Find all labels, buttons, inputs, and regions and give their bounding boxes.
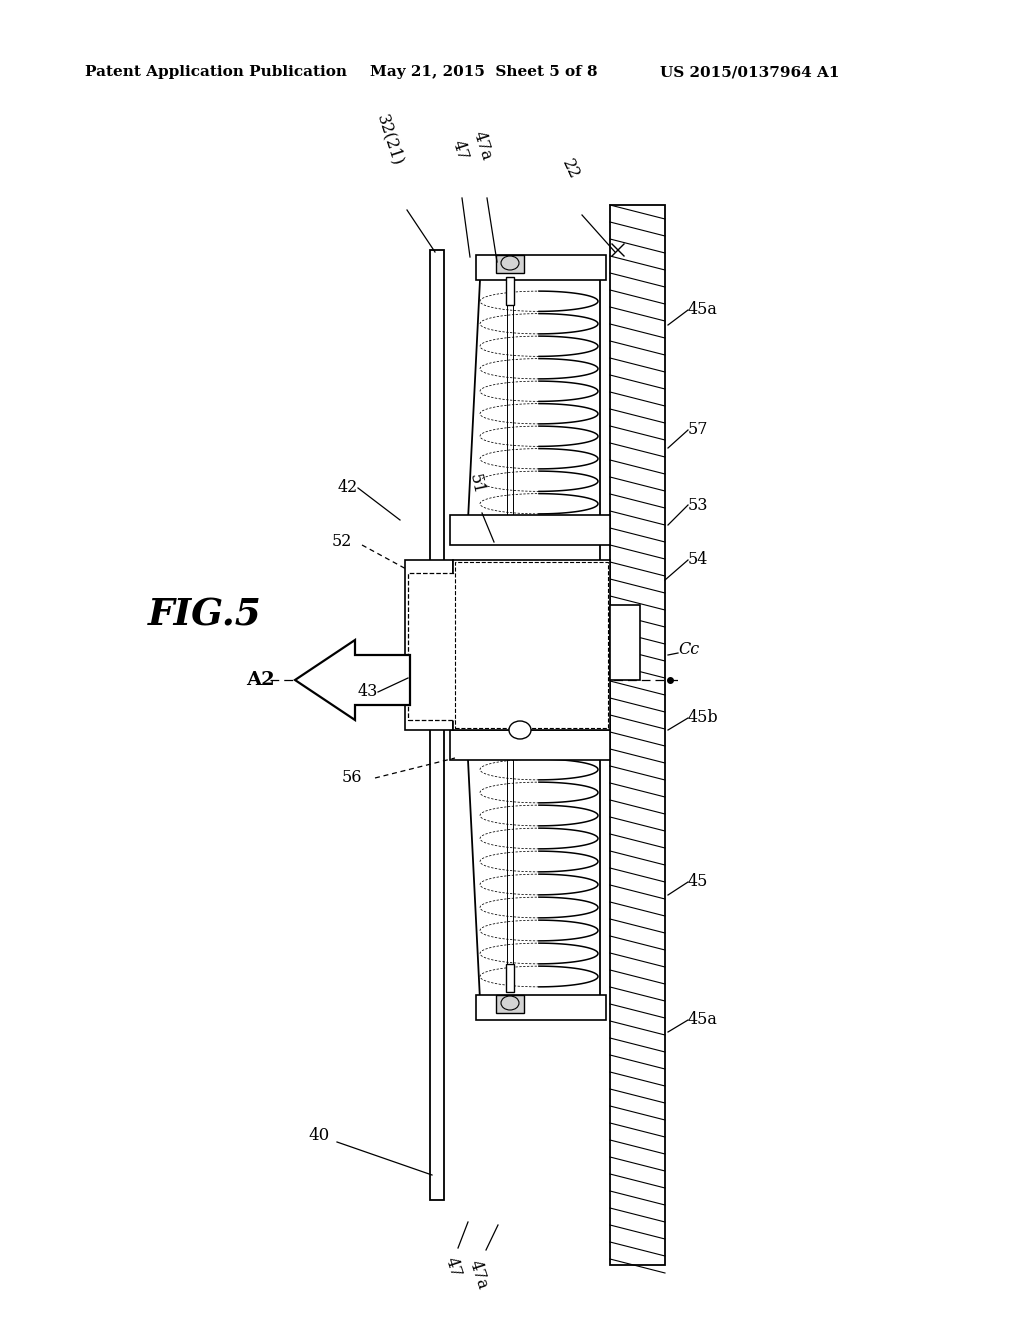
- Ellipse shape: [501, 256, 519, 271]
- Polygon shape: [295, 640, 410, 719]
- Bar: [450, 515, 610, 545]
- Text: 45a: 45a: [688, 1011, 718, 1028]
- Ellipse shape: [509, 721, 531, 739]
- Text: 51: 51: [466, 473, 486, 496]
- Bar: [453, 560, 610, 730]
- Text: 53: 53: [688, 496, 709, 513]
- Text: A2: A2: [247, 671, 275, 689]
- Bar: [610, 205, 665, 1265]
- Bar: [430, 249, 444, 1200]
- Bar: [406, 560, 453, 730]
- Text: FIG.5: FIG.5: [148, 597, 262, 634]
- Bar: [506, 277, 514, 305]
- Text: 45: 45: [688, 874, 709, 891]
- Text: 45b: 45b: [688, 710, 719, 726]
- Bar: [496, 995, 524, 1012]
- Ellipse shape: [501, 997, 519, 1010]
- Text: US 2015/0137964 A1: US 2015/0137964 A1: [660, 65, 840, 79]
- Bar: [450, 730, 610, 760]
- Text: 47: 47: [441, 1255, 464, 1279]
- Bar: [408, 573, 460, 719]
- Text: 42: 42: [338, 479, 358, 496]
- Bar: [476, 995, 606, 1020]
- Bar: [506, 964, 514, 993]
- Text: 47a: 47a: [469, 129, 495, 162]
- Text: 22: 22: [558, 157, 582, 182]
- Text: 40: 40: [309, 1126, 330, 1143]
- Text: 47: 47: [449, 139, 471, 162]
- Text: 32(21): 32(21): [374, 112, 407, 168]
- Text: 57: 57: [688, 421, 709, 438]
- Text: 43: 43: [357, 684, 378, 701]
- Bar: [455, 562, 608, 729]
- Bar: [610, 605, 640, 680]
- Bar: [476, 255, 606, 280]
- Text: Cc: Cc: [678, 642, 699, 659]
- Text: 45a: 45a: [688, 301, 718, 318]
- Bar: [496, 255, 524, 273]
- Text: 52: 52: [332, 533, 352, 550]
- Text: 47a: 47a: [465, 1258, 490, 1292]
- Text: May 21, 2015  Sheet 5 of 8: May 21, 2015 Sheet 5 of 8: [370, 65, 598, 79]
- Text: Patent Application Publication: Patent Application Publication: [85, 65, 347, 79]
- Text: 54: 54: [688, 552, 709, 569]
- Text: 56: 56: [341, 770, 362, 787]
- Bar: [507, 290, 513, 515]
- Bar: [507, 758, 513, 987]
